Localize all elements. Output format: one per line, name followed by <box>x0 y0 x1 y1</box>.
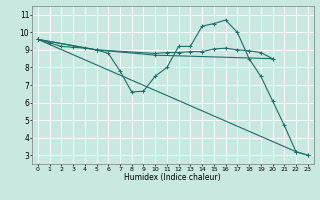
X-axis label: Humidex (Indice chaleur): Humidex (Indice chaleur) <box>124 173 221 182</box>
